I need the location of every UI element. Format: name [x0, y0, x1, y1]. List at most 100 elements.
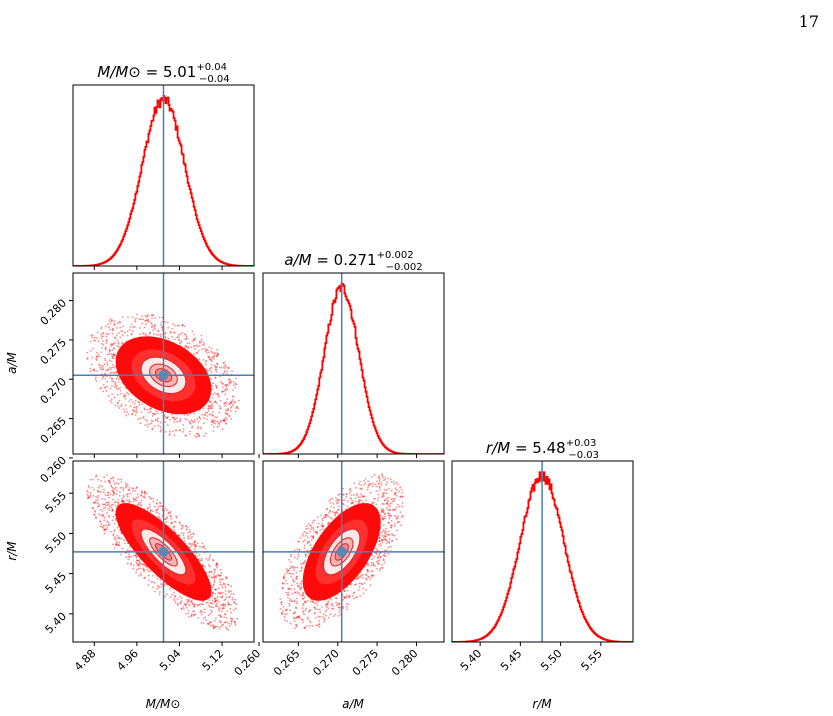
scatter-point — [142, 417, 145, 419]
scatter-point — [108, 349, 111, 352]
scatter-point — [229, 410, 232, 412]
scatter-point — [218, 609, 221, 612]
scatter-point — [104, 507, 106, 509]
scatter-point — [99, 520, 101, 522]
scatter-point — [159, 430, 162, 433]
scatter-point — [113, 347, 115, 350]
scatter-point — [112, 347, 115, 350]
scatter-point — [226, 413, 229, 416]
scatter-point — [329, 613, 332, 616]
scatter-point — [214, 401, 217, 404]
scatter-point — [227, 590, 230, 593]
scatter-point — [212, 559, 215, 562]
scatter-point — [305, 607, 307, 610]
scatter-point — [221, 604, 224, 607]
scatter-point — [198, 435, 201, 437]
scatter-point — [103, 503, 105, 506]
scatter-point — [289, 588, 292, 591]
scatter-point — [211, 586, 214, 589]
scatter-point — [207, 564, 210, 567]
scatter-point — [101, 509, 104, 512]
scatter-point — [174, 429, 177, 432]
scatter-point — [201, 542, 204, 545]
scatter-point — [130, 332, 133, 335]
scatter-point — [384, 535, 387, 538]
scatter-point — [168, 430, 171, 433]
scatter-point — [120, 499, 123, 502]
scatter-point — [350, 497, 353, 500]
scatter-point — [361, 583, 364, 586]
scatter-point — [287, 588, 290, 591]
scatter-point — [200, 603, 203, 605]
scatter-point — [110, 484, 113, 487]
scatter-point — [346, 608, 348, 611]
scatter-point — [149, 321, 152, 324]
scatter-point — [120, 537, 123, 540]
scatter-point — [301, 580, 303, 583]
scatter-point — [224, 383, 227, 386]
scatter-point — [144, 491, 146, 493]
scatter-point — [223, 599, 226, 602]
scatter-point — [299, 586, 302, 589]
scatter-point — [117, 341, 120, 344]
scatter-point — [193, 613, 196, 616]
scatter-point — [111, 377, 114, 380]
scatter-point — [213, 581, 216, 584]
scatter-point — [302, 619, 304, 621]
scatter-point — [388, 538, 391, 540]
scatter-point — [290, 584, 293, 587]
scatter-point — [382, 476, 384, 479]
scatter-point — [383, 503, 385, 505]
scatter-point — [122, 495, 125, 498]
scatter-point — [299, 570, 301, 573]
scatter-point — [113, 522, 116, 525]
scatter-point — [195, 544, 198, 547]
scatter-point — [104, 528, 107, 531]
scatter-point — [398, 490, 400, 493]
scatter-point — [185, 606, 188, 609]
scatter-point — [147, 411, 150, 414]
scatter-point — [283, 573, 286, 576]
scatter-point — [141, 322, 143, 325]
scatter-point — [320, 524, 323, 527]
scatter-point — [349, 487, 352, 490]
scatter-point — [187, 536, 189, 538]
scatter-point — [208, 413, 211, 416]
scatter-point — [390, 502, 393, 504]
scatter-point — [103, 529, 106, 532]
scatter-point — [363, 495, 366, 498]
scatter-point — [314, 612, 317, 614]
scatter-point — [146, 568, 149, 571]
scatter-point — [211, 410, 214, 413]
scatter-point — [282, 577, 285, 580]
scatter-point — [204, 608, 206, 611]
scatter-point — [191, 602, 194, 605]
scatter-point — [196, 604, 199, 607]
scatter-point — [154, 324, 157, 326]
scatter-point — [109, 350, 111, 353]
scatter-point — [293, 591, 296, 594]
scatter-point — [200, 621, 203, 624]
scatter-point — [124, 331, 126, 334]
y-tick-label: 0.275 — [38, 336, 69, 367]
scatter-point — [109, 493, 112, 495]
scatter-point — [193, 419, 196, 421]
scatter-point — [214, 352, 217, 354]
scatter-point — [144, 314, 147, 317]
scatter-point — [334, 597, 337, 599]
scatter-point — [147, 320, 149, 323]
scatter-point — [185, 603, 188, 606]
scatter-point — [332, 506, 335, 509]
scatter-point — [206, 352, 208, 354]
scatter-point — [213, 419, 216, 422]
scatter-point — [224, 590, 227, 592]
scatter-point — [367, 564, 369, 567]
scatter-point — [386, 499, 389, 502]
scatter-point — [126, 495, 129, 498]
scatter-point — [113, 354, 116, 357]
scatter-point — [101, 335, 104, 337]
scatter-point — [146, 315, 149, 318]
scatter-point — [123, 393, 126, 396]
scatter-point — [108, 319, 111, 322]
scatter-point — [319, 615, 322, 618]
